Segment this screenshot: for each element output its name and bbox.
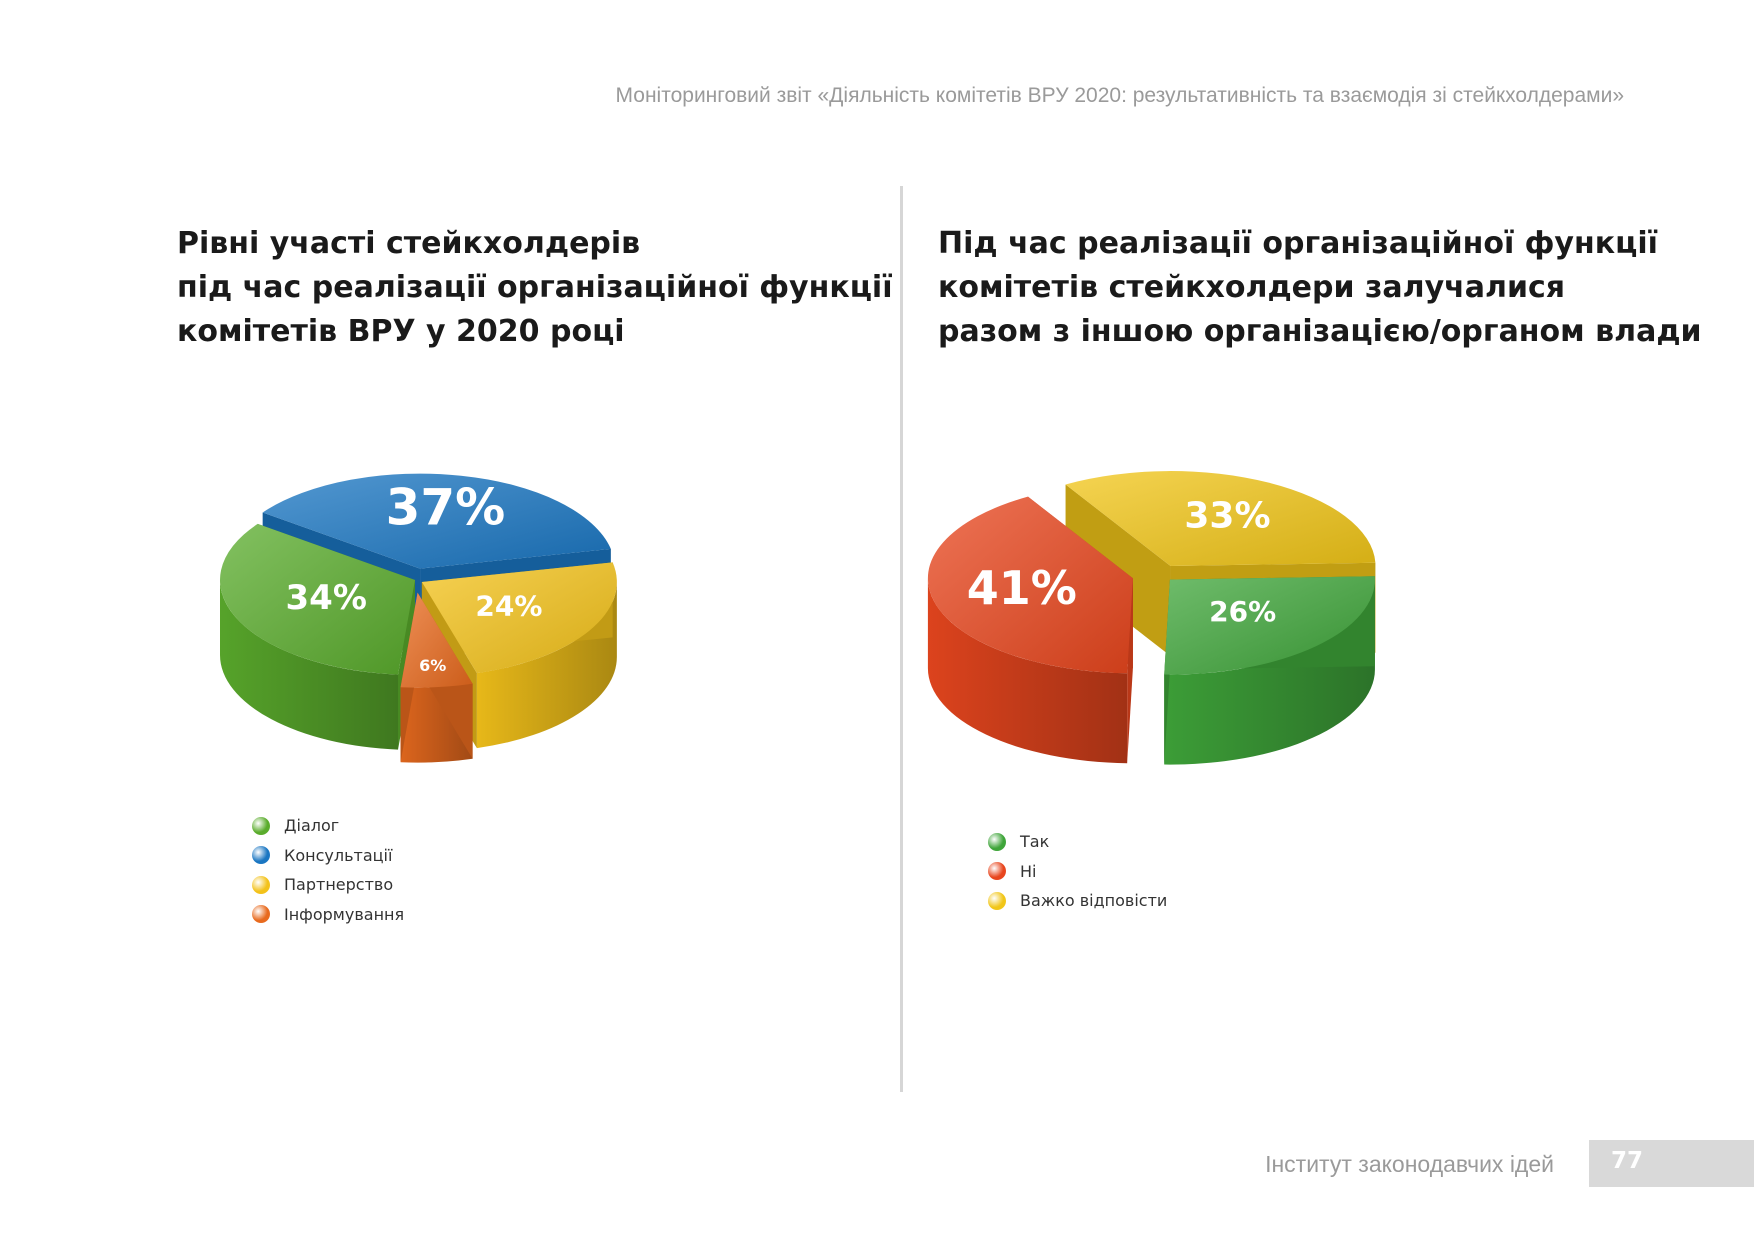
legend-marker	[252, 905, 270, 924]
chart-title-line: комітетів стейкхолдери залучалися	[938, 270, 1566, 305]
legend-marker	[252, 816, 270, 835]
slice-label-no: 41%	[967, 561, 1077, 615]
pie-chart-stakeholder-levels: 34% 37% 24% 6%	[220, 473, 617, 763]
chart-title-line: разом з іншою організацією/органом влади	[938, 314, 1702, 349]
slice-label-consultations: 37%	[386, 478, 506, 536]
legend-item-hard-to-say: Важко відповісти	[988, 886, 1167, 916]
slice-label-partnership: 24%	[475, 589, 542, 622]
chart-title-joint-engagement: Під час реалізації організаційної функці…	[938, 222, 1702, 354]
chart-title-line: Рівні участі стейкхолдерів	[177, 226, 641, 261]
footer-institution: Інститут законодавчих ідей	[1265, 1151, 1554, 1177]
legend-marker	[252, 846, 270, 865]
chart-title-line: комітетів ВРУ у 2020 році	[177, 314, 625, 349]
legend-label: Інформування	[284, 904, 405, 924]
legend-item-informing: Інформування	[252, 900, 404, 930]
legend-label: Консультації	[284, 845, 393, 865]
legend-marker	[252, 875, 270, 894]
page-number: 77	[1611, 1148, 1644, 1174]
pie-slice-yes	[1164, 576, 1375, 765]
legend-marker	[988, 832, 1006, 851]
legend-item-partnership: Партнерство	[252, 870, 404, 900]
legend-label: Діалог	[284, 816, 340, 836]
slice-label-dialog: 34%	[286, 578, 367, 618]
chart-title-line: під час реалізації організаційної функці…	[177, 270, 893, 305]
legend-marker	[988, 891, 1006, 910]
slice-label-yes: 26%	[1209, 595, 1276, 628]
column-divider	[900, 186, 903, 1092]
chart-title-stakeholder-levels: Рівні участі стейкхолдерів під час реалі…	[177, 222, 893, 354]
pie-chart-joint-engagement: 26% 41% 33%	[927, 471, 1376, 765]
legend-label: Ні	[1020, 861, 1037, 881]
running-header: Моніторинговий звіт «Діяльність комітеті…	[615, 84, 1624, 107]
legend-item-no: Ні	[988, 857, 1167, 887]
legend-label: Партнерство	[284, 875, 394, 895]
legend-joint-engagement: Так Ні Важко відповісти	[988, 827, 1167, 916]
slice-label-hard-to-say: 33%	[1184, 496, 1270, 537]
pie-slice-no	[927, 496, 1133, 764]
legend-item-yes: Так	[988, 827, 1167, 857]
slice-label-informing: 6%	[419, 656, 446, 675]
legend-item-consultations: Консультації	[252, 841, 404, 871]
pie-slice-informing	[400, 592, 473, 763]
legend-label: Так	[1020, 832, 1050, 852]
page-number-box: 77	[1589, 1140, 1754, 1187]
legend-stakeholder-levels: Діалог Консультації Партнерство Інформув…	[252, 811, 404, 929]
legend-marker	[988, 862, 1006, 881]
legend-item-dialog: Діалог	[252, 811, 404, 841]
legend-label: Важко відповісти	[1020, 891, 1168, 911]
chart-title-line: Під час реалізації організаційної функці…	[938, 226, 1658, 261]
